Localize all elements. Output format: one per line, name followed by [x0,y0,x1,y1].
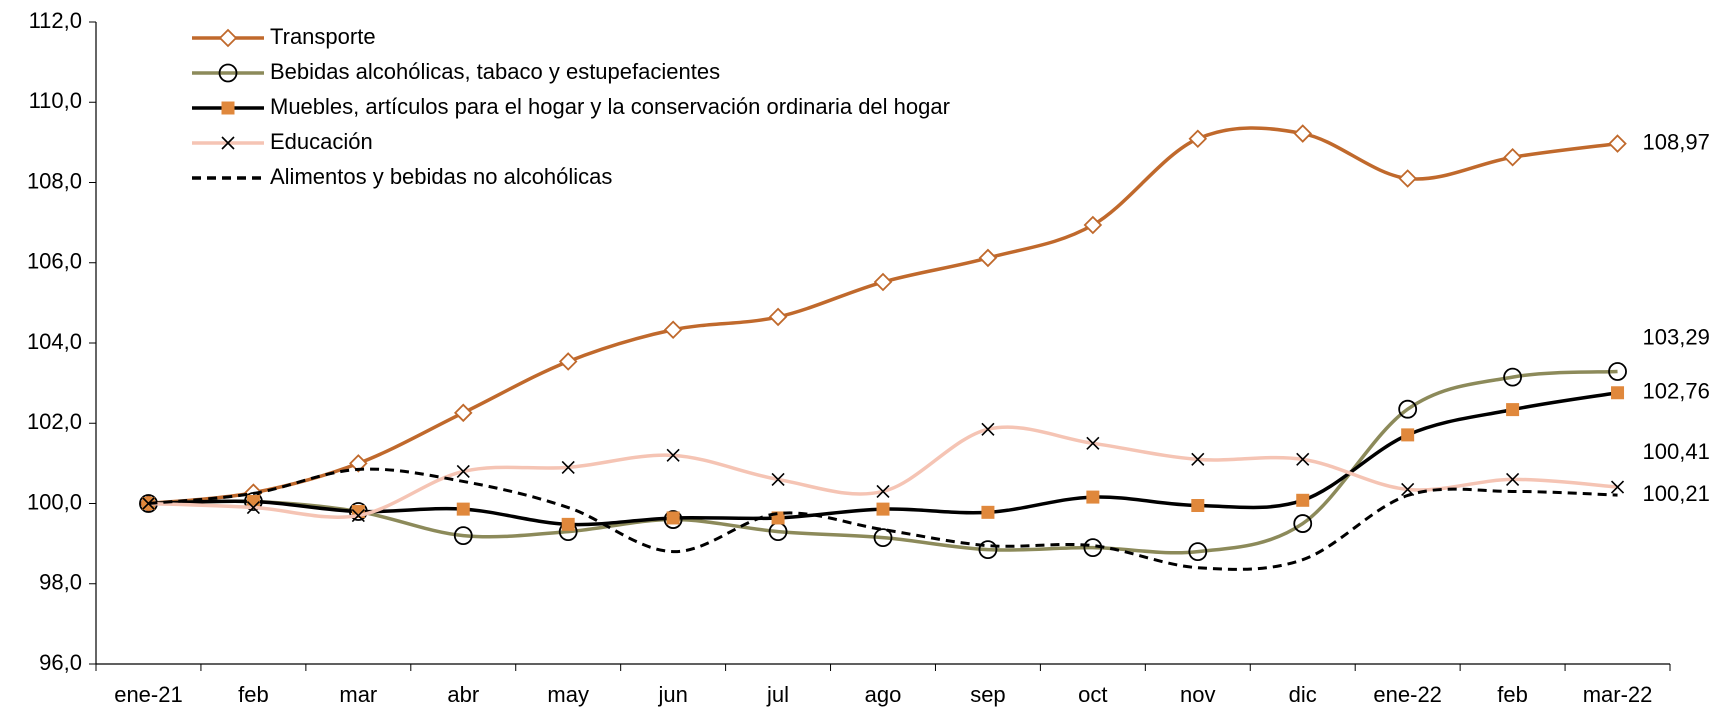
y-tick-label: 98,0 [39,570,82,595]
point-marker [561,517,575,531]
point-marker [561,460,575,474]
point-marker [666,448,680,462]
x-tick-label: ene-21 [114,682,183,707]
point-marker [771,472,785,486]
point-marker [1611,386,1625,400]
x-tick-label: abr [447,682,479,707]
point-marker [666,511,680,525]
point-marker [1503,147,1522,167]
point-marker [1188,542,1208,562]
point-marker [1296,493,1310,507]
point-marker [1610,480,1625,494]
point-marker [876,502,890,516]
point-marker [1296,452,1310,466]
x-tick-label: feb [1497,682,1528,707]
value-label: 102,76 [1643,379,1710,404]
point-marker [1191,452,1205,466]
legend-label: Alimentos y bebidas no alcohólicas [270,164,612,189]
x-tick-label: mar [339,682,377,707]
y-tick-label: 102,0 [27,409,82,434]
point-marker [1191,499,1205,513]
point-marker [1188,129,1208,149]
legend-marker [221,101,235,115]
point-marker [453,403,473,423]
y-tick-label: 106,0 [27,249,82,274]
point-marker [978,540,998,560]
point-marker [1293,514,1313,533]
point-marker [1506,472,1520,486]
point-marker [981,505,995,519]
point-marker [349,454,368,473]
point-marker [558,352,578,371]
x-tick-label: feb [238,682,269,707]
point-marker [1398,169,1417,188]
legend-marker [218,63,238,83]
value-label: 100,21 [1643,481,1710,506]
y-tick-label: 112,0 [29,8,82,33]
point-marker [1086,490,1100,504]
x-tick-label: ago [865,682,902,707]
point-marker [351,508,365,523]
x-tick-label: mar-22 [1583,682,1653,707]
value-label: 108,97 [1643,129,1710,154]
x-tick-label: jun [657,682,687,707]
point-marker [1083,215,1103,235]
value-label: 100,41 [1643,439,1710,464]
point-marker [1398,399,1418,419]
point-marker [978,248,998,268]
x-tick-label: dic [1289,682,1317,707]
point-marker [1608,134,1627,153]
series-line [148,369,1618,555]
legend-label: Transporte [270,24,376,49]
point-marker [1401,428,1415,442]
legend-label: Muebles, artículos para el hogar y la co… [270,94,950,119]
y-tick-label: 104,0 [27,329,82,354]
x-tick-label: oct [1078,682,1107,707]
x-tick-label: sep [970,682,1005,707]
y-tick-label: 96,0 [39,650,82,675]
legend-label: Bebidas alcohólicas, tabaco y estupefaci… [270,59,720,84]
point-marker [873,272,893,292]
point-marker [876,484,890,499]
x-tick-label: ene-22 [1373,682,1442,707]
x-tick-label: jul [766,682,789,707]
point-marker [456,464,470,478]
point-marker [246,500,260,515]
point-marker [453,526,473,545]
point-marker [663,320,683,340]
point-marker [1086,436,1100,450]
x-tick-label: nov [1180,682,1215,707]
y-tick-label: 110,0 [29,88,82,113]
point-marker [768,307,788,327]
legend-marker [221,136,235,150]
value-label: 103,29 [1643,324,1710,349]
point-marker [981,422,995,436]
point-marker [1503,367,1522,387]
point-marker [1608,362,1627,381]
series-line [148,467,1618,571]
y-tick-label: 100,0 [27,489,82,514]
point-marker [1506,403,1520,417]
point-marker [1293,124,1313,143]
point-marker [873,528,893,548]
y-tick-label: 108,0 [27,168,82,193]
point-marker [456,502,470,516]
x-tick-label: may [547,682,589,707]
legend-marker [218,28,238,48]
legend-label: Educación [270,129,373,154]
